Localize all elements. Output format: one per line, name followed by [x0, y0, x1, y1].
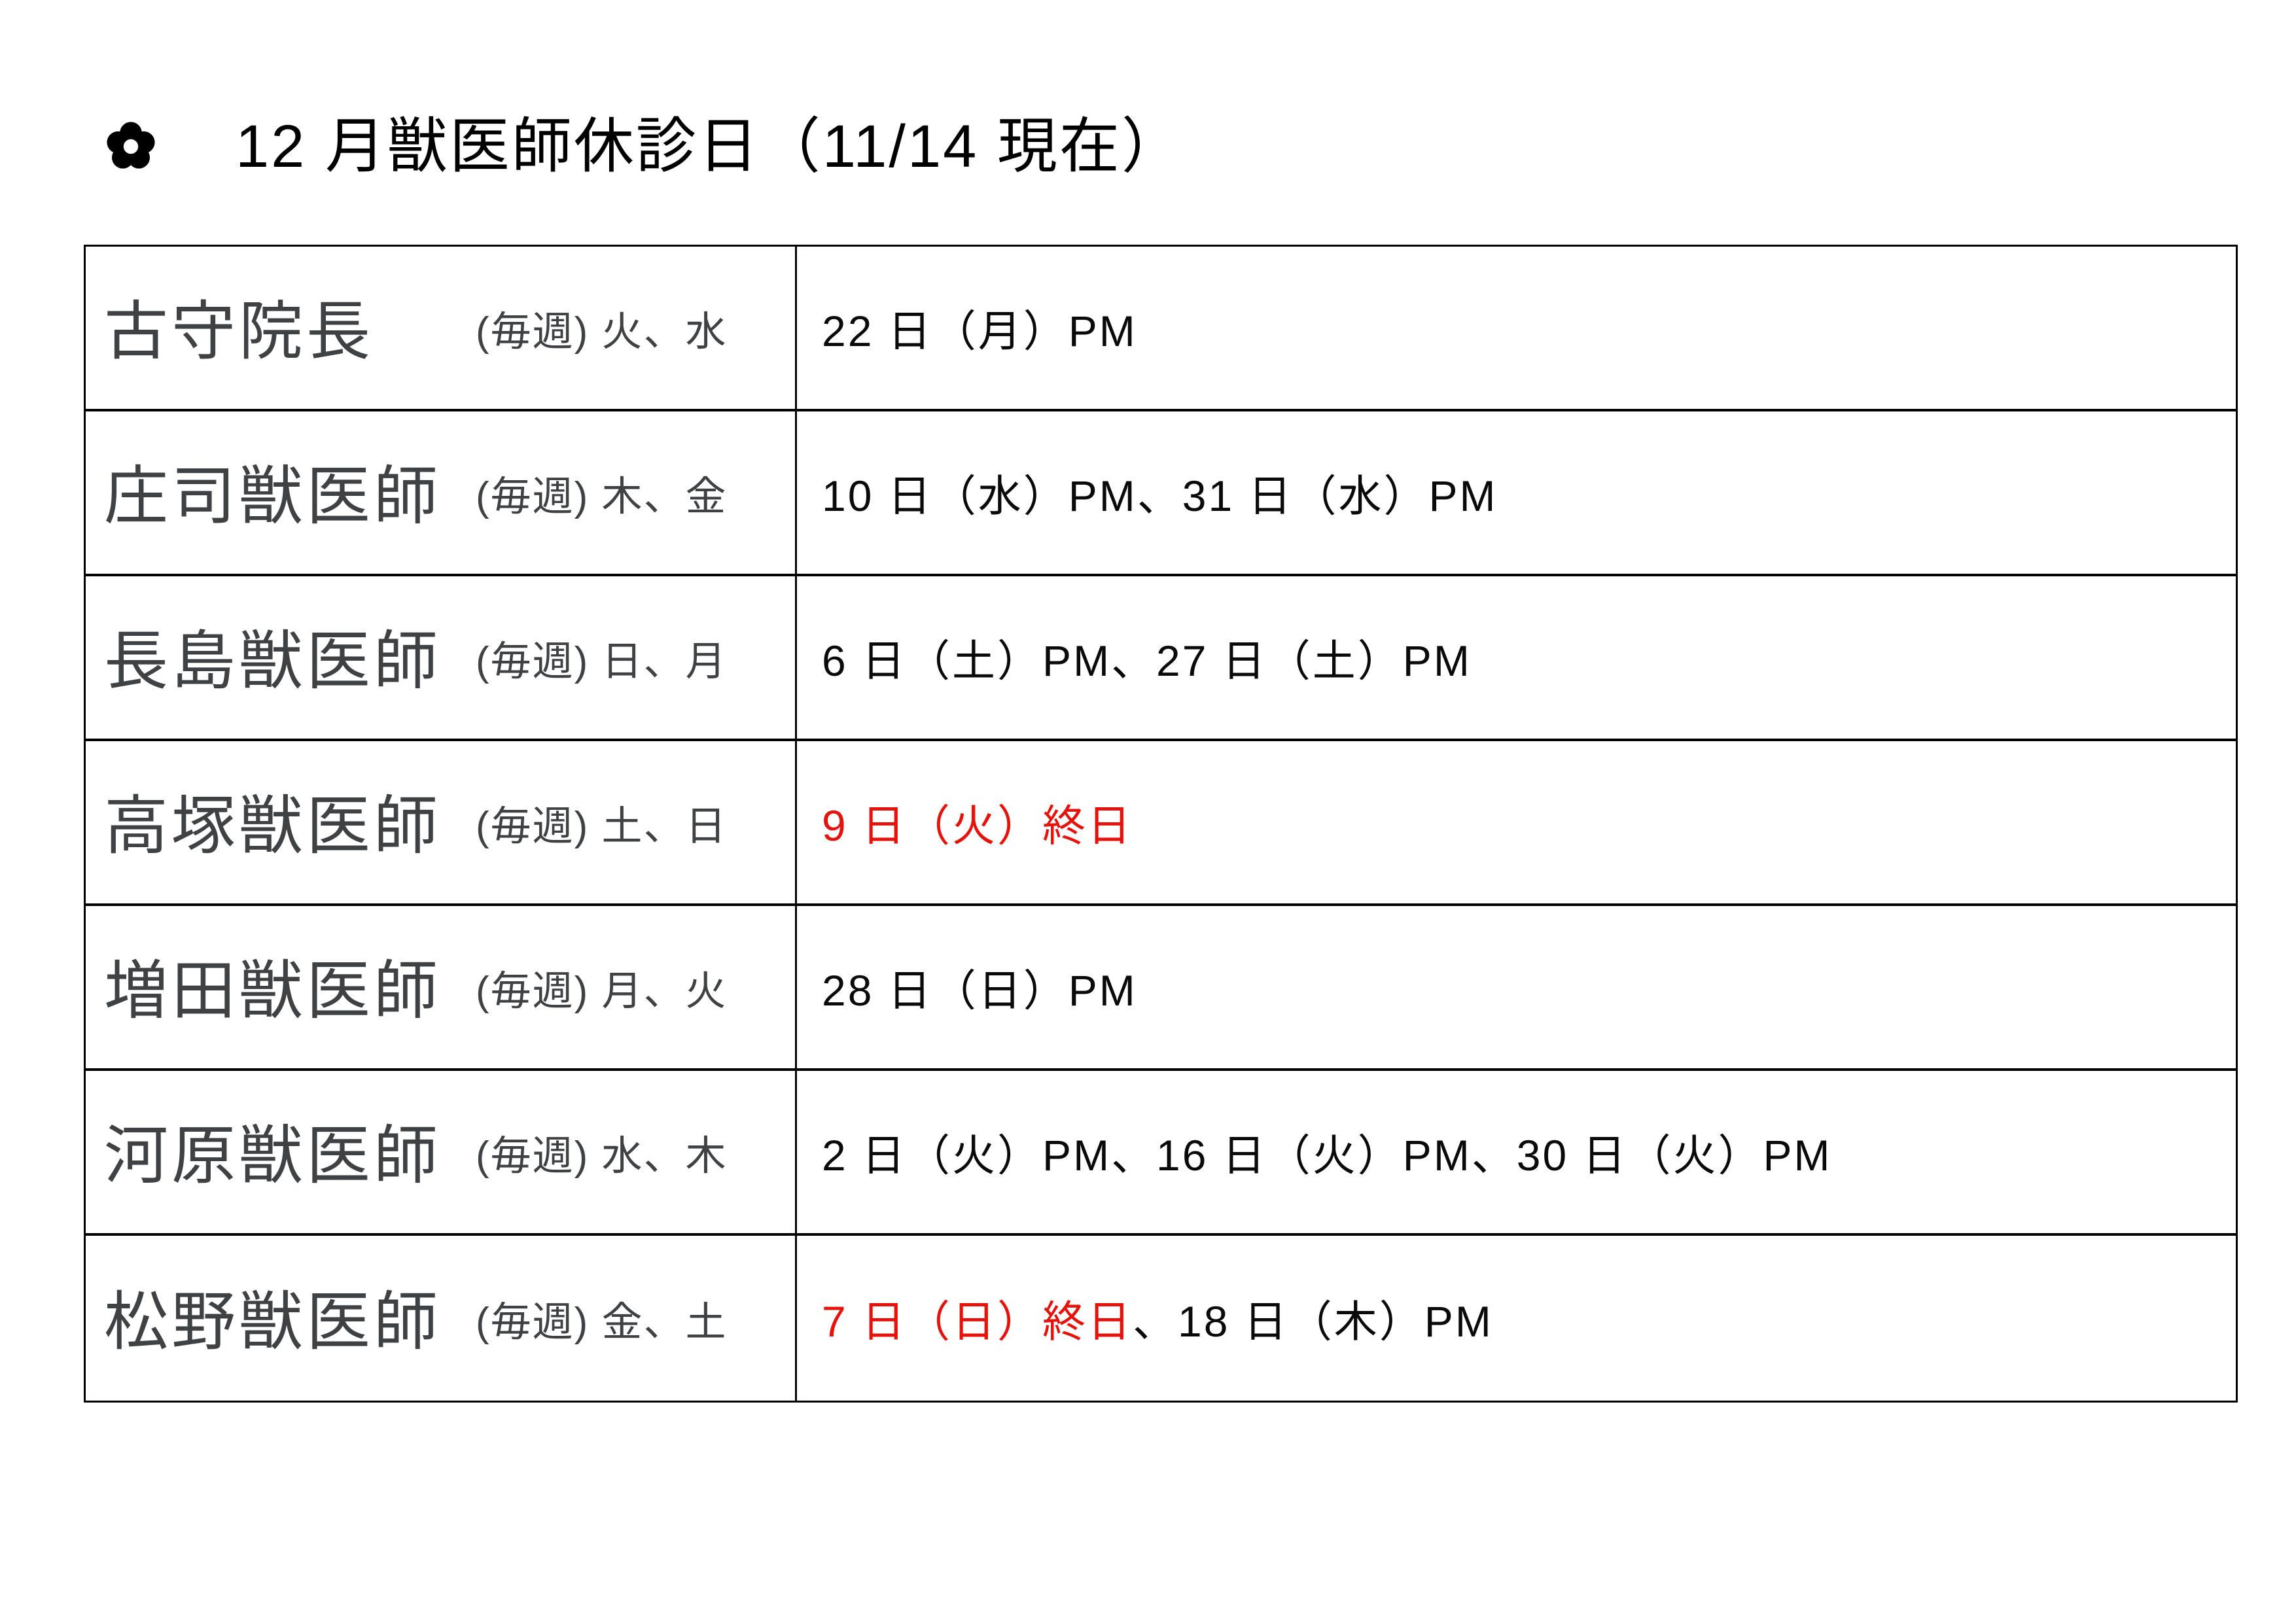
vet-name: 河原獣医師	[104, 1119, 442, 1192]
table-row: 高塚獣医師 (毎週) 土、日 9 日（火）終日	[86, 741, 2236, 906]
weekly-offdays: (毎週) 日、月	[476, 639, 728, 684]
december-offdays-cell: 9 日（火）終日	[797, 741, 2236, 903]
table-row: 長島獣医師 (毎週) 日、月 6 日（土）PM、27 日（土）PM	[86, 576, 2236, 741]
vet-name: 増田獣医師	[104, 954, 442, 1027]
december-offdays-cell: 28 日（日）PM	[797, 906, 2236, 1068]
weekly-offdays: (毎週) 木、金	[476, 474, 728, 519]
december-offdays-cell: 22 日（月）PM	[797, 247, 2236, 409]
weekly-offdays: (毎週) 火、水	[476, 309, 728, 355]
weekly-offdays: (毎週) 金、土	[476, 1300, 728, 1345]
vet-name: 松野獣医師	[104, 1285, 442, 1358]
december-offdays: 2 日（火）PM、16 日（火）PM、30 日（火）PM	[822, 1121, 1832, 1183]
table-row: 古守院長 (毎週) 火、水 22 日（月）PM	[86, 247, 2236, 411]
offday-entry: 、18 日（木）PM	[1133, 1297, 1493, 1346]
offday-entry: 2 日（火）PM、16 日（火）PM、30 日（火）PM	[822, 1131, 1832, 1179]
vet-name: 高塚獣医師	[104, 790, 442, 862]
december-offdays-cell: 2 日（火）PM、16 日（火）PM、30 日（火）PM	[797, 1071, 2236, 1233]
offday-entry: 10 日（水）PM、31 日（水）PM	[822, 472, 1498, 520]
table-row: 河原獣医師 (毎週) 水、木 2 日（火）PM、16 日（火）PM、30 日（火…	[86, 1071, 2236, 1236]
offday-entry: 22 日（月）PM	[822, 307, 1137, 355]
offday-entry-allday: 9 日（火）終日	[822, 801, 1133, 850]
december-offdays: 22 日（月）PM	[822, 296, 1137, 359]
weekly-offdays: (毎週) 土、日	[476, 804, 728, 849]
vet-name-cell: 古守院長 (毎週) 火、水	[86, 247, 797, 409]
vet-offdays-table: 古守院長 (毎週) 火、水 22 日（月）PM 庄司獣医師 (毎週) 木、金 1…	[84, 245, 2238, 1403]
december-offdays: 9 日（火）終日	[822, 791, 1133, 854]
december-offdays: 28 日（日）PM	[822, 956, 1137, 1019]
december-offdays: 6 日（土）PM、27 日（土）PM	[822, 626, 1472, 689]
december-offdays: 10 日（水）PM、31 日（水）PM	[822, 461, 1498, 524]
weekly-offdays: (毎週) 月、火	[476, 969, 728, 1014]
vet-name: 長島獣医師	[104, 625, 442, 697]
vet-name-cell: 河原獣医師 (毎週) 水、木	[86, 1071, 797, 1233]
offday-entry-allday: 7 日（日）終日	[822, 1297, 1133, 1346]
offday-entry: 28 日（日）PM	[822, 966, 1137, 1015]
december-offdays-cell: 10 日（水）PM、31 日（水）PM	[797, 411, 2236, 574]
december-offdays-cell: 6 日（土）PM、27 日（土）PM	[797, 576, 2236, 739]
vet-name-cell: 長島獣医師 (毎週) 日、月	[86, 576, 797, 739]
florette-bullet-icon	[107, 122, 155, 169]
weekly-offdays: (毎週) 水、木	[476, 1134, 728, 1179]
december-offdays-cell: 7 日（日）終日、18 日（木）PM	[797, 1236, 2236, 1401]
table-row: 庄司獣医師 (毎週) 木、金 10 日（水）PM、31 日（水）PM	[86, 411, 2236, 576]
december-offdays: 7 日（日）終日、18 日（木）PM	[822, 1287, 1493, 1350]
vet-name-cell: 庄司獣医師 (毎週) 木、金	[86, 411, 797, 574]
vet-name-cell: 松野獣医師 (毎週) 金、土	[86, 1236, 797, 1401]
table-row: 松野獣医師 (毎週) 金、土 7 日（日）終日、18 日（木）PM	[86, 1236, 2236, 1401]
vet-name: 古守院長	[104, 295, 374, 368]
vet-name-cell: 高塚獣医師 (毎週) 土、日	[86, 741, 797, 903]
vet-name-cell: 増田獣医師 (毎週) 月、火	[86, 906, 797, 1068]
page-title: 12 月獣医師休診日（11/14 現在）	[236, 113, 1184, 180]
table-row: 増田獣医師 (毎週) 月、火 28 日（日）PM	[86, 906, 2236, 1071]
offday-entry: 6 日（土）PM、27 日（土）PM	[822, 637, 1472, 685]
vet-name: 庄司獣医師	[104, 460, 442, 532]
